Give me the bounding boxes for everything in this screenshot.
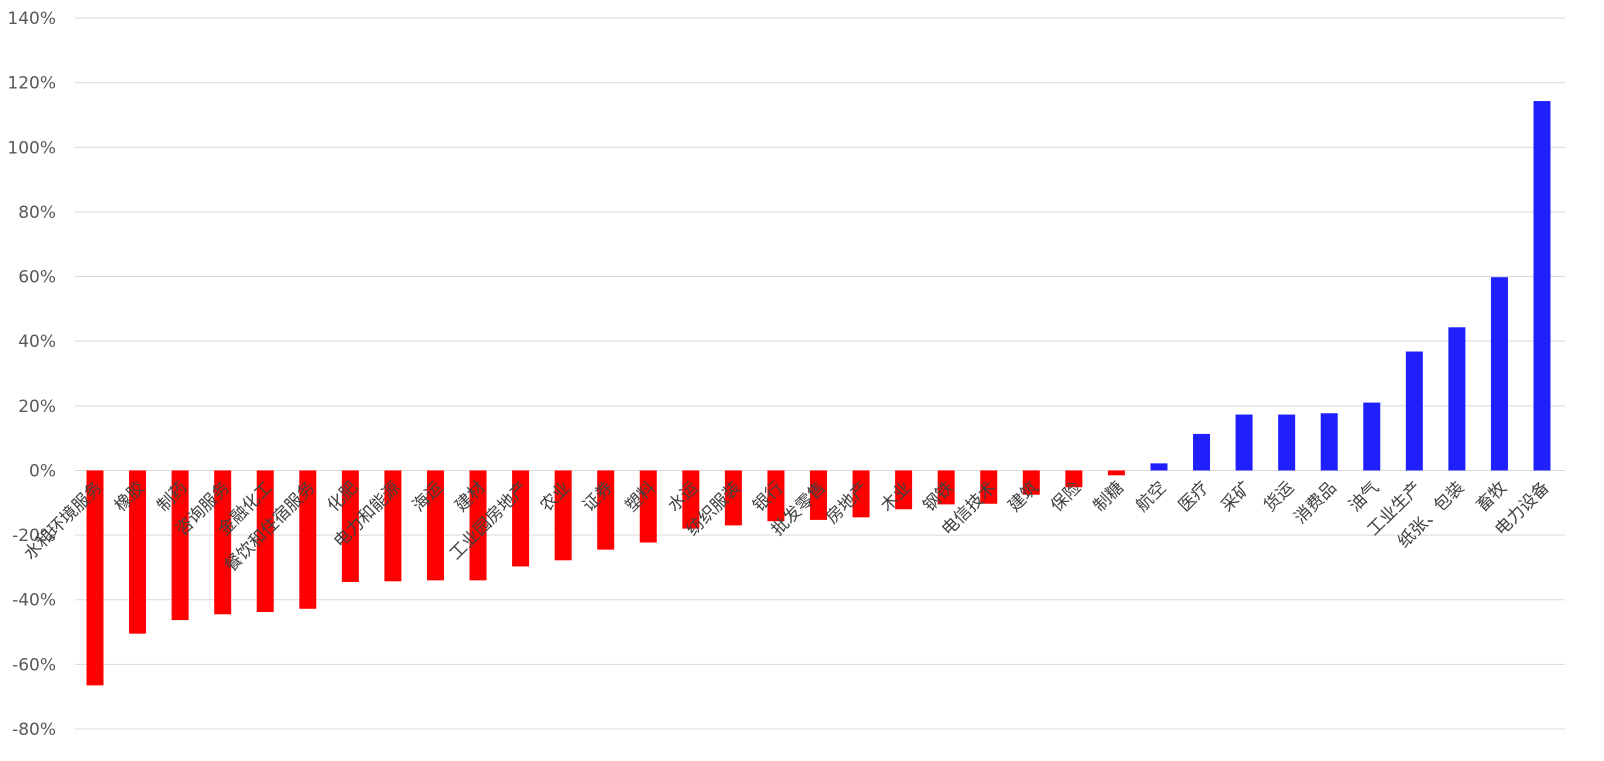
bar-31 (1405, 351, 1423, 471)
bar-25 (1150, 463, 1168, 471)
bar-21 (980, 470, 998, 504)
bar-32 (1448, 327, 1466, 471)
y-tick-label: -40% (12, 591, 56, 611)
bar-13 (639, 470, 657, 543)
bar-20 (937, 470, 955, 505)
category-label: 制糖 (1090, 478, 1128, 516)
bar-8 (426, 470, 444, 581)
bar-12 (597, 470, 615, 550)
bar-18 (852, 470, 870, 518)
y-tick-label: 100% (7, 138, 56, 158)
y-axis-tick-labels: 140% 120% 100% 80% 60% 40% 20% 0% -20% -40% -60% -8… (7, 9, 56, 740)
y-tick-label: -60% (12, 655, 56, 675)
bar-10 (512, 470, 530, 567)
bar-15 (724, 470, 742, 526)
category-label: 医疗 (1175, 478, 1213, 516)
bar-1 (129, 470, 147, 634)
category-label: 货运 (1260, 478, 1298, 516)
y-tick-label: 40% (18, 332, 56, 352)
gridlines (75, 17, 1565, 730)
bar-23 (1065, 470, 1083, 488)
bar-9 (469, 470, 487, 581)
category-label: 航空 (1132, 478, 1170, 516)
y-tick-label: -80% (12, 720, 56, 740)
bar-24 (1107, 470, 1125, 476)
y-tick-label: 0% (29, 461, 56, 481)
bar-16 (767, 470, 785, 522)
bar-28 (1278, 414, 1296, 471)
y-tick-label: 120% (7, 74, 56, 94)
bar-0 (86, 470, 104, 686)
bar-14 (682, 470, 700, 529)
y-tick-label: 60% (18, 268, 56, 288)
category-label: 采矿 (1217, 478, 1255, 516)
y-tick-label: 20% (18, 397, 56, 417)
bar-19 (895, 470, 913, 510)
bar-22 (1022, 470, 1040, 495)
bar-30 (1363, 402, 1381, 471)
category-label: 油气 (1345, 478, 1383, 516)
bar-29 (1320, 413, 1338, 471)
bars (86, 101, 1551, 686)
y-tick-label: 140% (7, 9, 56, 29)
bar-3 (214, 470, 232, 615)
bar-7 (384, 470, 402, 582)
bar-17 (810, 470, 827, 520)
bar-5 (299, 470, 317, 609)
bar-33 (1490, 277, 1508, 471)
bar-6 (341, 470, 359, 582)
bar-27 (1235, 414, 1253, 471)
bar-34 (1533, 101, 1551, 471)
category-label: 畜牧 (1473, 478, 1511, 516)
y-tick-label: 80% (18, 203, 56, 223)
bar-2 (171, 470, 189, 621)
category-label: 消费品 (1291, 478, 1341, 528)
bar-4 (256, 470, 274, 613)
y-tick-label: -20% (12, 526, 56, 546)
bar-11 (554, 470, 572, 561)
bar-26 (1193, 433, 1211, 471)
